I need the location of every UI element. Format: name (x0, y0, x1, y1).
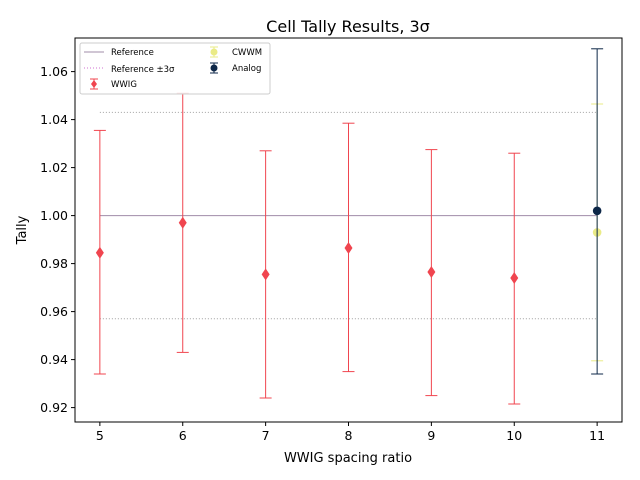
y-axis-label: Tally (15, 215, 30, 245)
wwig-point (344, 242, 353, 254)
legend-wwig-marker (91, 80, 97, 88)
x-axis: 5 6 7 8 9 10 11 (96, 422, 605, 443)
x-tick-label: 5 (96, 428, 104, 443)
legend-reference-label: Reference (111, 48, 154, 58)
wwig-point (510, 272, 519, 284)
y-tick-label: 1.04 (40, 112, 68, 127)
wwig-point (261, 268, 270, 281)
chart-title: Cell Tally Results, 3σ (266, 17, 430, 36)
legend-reference-band-label: Reference ±3σ (111, 65, 175, 75)
legend-box (79, 42, 271, 95)
x-tick-label: 9 (427, 428, 435, 443)
wwig-point (427, 266, 436, 278)
analog-point (592, 206, 602, 216)
y-axis: 0.92 0.94 0.96 0.98 1.00 1.02 1.04 1.06 (40, 64, 75, 415)
y-tick-label: 1.02 (40, 160, 68, 175)
legend-analog-marker (210, 64, 218, 72)
plot-area (93, 48, 604, 405)
wwig-point (95, 246, 104, 259)
y-tick-label: 0.94 (40, 352, 68, 367)
x-axis-label: WWIG spacing ratio (284, 451, 412, 466)
y-tick-label: 1.06 (40, 64, 68, 79)
legend-analog-label: Analog (232, 64, 261, 74)
legend: Reference Reference ±3σ WWIG CWWM Analog (79, 42, 271, 95)
x-tick-label: 7 (262, 428, 270, 443)
x-tick-label: 6 (179, 428, 187, 443)
y-tick-label: 0.98 (40, 256, 68, 271)
y-tick-label: 0.96 (40, 304, 68, 319)
y-tick-label: 1.00 (40, 208, 68, 223)
wwig-point (178, 216, 187, 229)
y-tick-label: 0.92 (40, 400, 68, 415)
legend-wwig-label: WWIG (111, 80, 137, 90)
x-tick-label: 8 (345, 428, 353, 443)
legend-cwwm-label: CWWM (232, 48, 262, 58)
x-tick-label: 11 (589, 428, 605, 443)
legend-cwwm-marker (210, 48, 218, 56)
x-tick-label: 10 (506, 428, 522, 443)
